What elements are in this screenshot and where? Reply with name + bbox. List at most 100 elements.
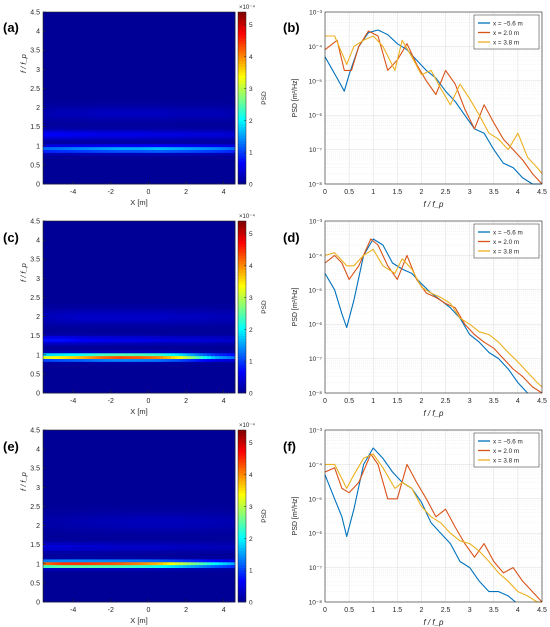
heatmap-cell (55, 72, 60, 76)
heatmap-cell (67, 52, 72, 56)
heatmap-cell (155, 100, 160, 105)
heatmap-cell (175, 109, 180, 113)
colorbar-step (238, 169, 246, 173)
heatmap-cell (99, 284, 104, 288)
heatmap-cell (131, 92, 136, 96)
heatmap-cell (183, 166, 188, 171)
heatmap-cell (75, 378, 80, 382)
heatmap-cell (139, 372, 144, 377)
heatmap-cell (111, 238, 116, 242)
heatmap-cell (151, 166, 156, 171)
heatmap-cell (59, 241, 64, 245)
heatmap-cell (135, 20, 140, 24)
heatmap-cell (139, 350, 144, 354)
heatmap-cell (159, 12, 164, 16)
heatmap-cell (127, 163, 132, 168)
heatmap-cell (67, 49, 72, 53)
heatmap-cell (223, 120, 228, 125)
heatmap-cell (43, 309, 48, 314)
heatmap-cell (191, 20, 196, 24)
heatmap-cell (95, 89, 100, 93)
y-tick-label: 0 (36, 182, 40, 189)
heatmap-cell (159, 286, 164, 291)
heatmap-cell (75, 118, 80, 122)
colorbar-tick-label: 5 (249, 22, 253, 29)
heatmap-cell (67, 172, 72, 176)
heatmap-cell (71, 169, 76, 173)
heatmap-cell (95, 126, 100, 130)
heatmap-cell (99, 161, 104, 165)
heatmap-cell (123, 126, 128, 130)
heatmap-cell (139, 12, 144, 16)
heatmap-cell (107, 381, 112, 385)
heatmap-cell (115, 80, 120, 85)
heatmap-cell (115, 315, 120, 319)
heatmap-cell (135, 103, 140, 107)
heatmap-cell (115, 235, 120, 239)
heatmap-cell (131, 181, 136, 185)
heatmap-cell (43, 75, 48, 79)
heatmap-cell (111, 141, 116, 145)
heatmap-cell (147, 89, 152, 93)
heatmap-cell (87, 364, 92, 368)
heatmap-cell (103, 318, 108, 322)
heatmap-cell (231, 178, 236, 182)
heatmap-cell (151, 275, 156, 279)
heatmap-cell (75, 298, 80, 302)
heatmap-cell (123, 23, 128, 27)
heatmap-cell (179, 57, 184, 62)
heatmap-cell (155, 295, 160, 299)
heatmap-cell (79, 223, 84, 228)
heatmap-cell (151, 338, 156, 342)
heatmap-cell (155, 40, 160, 44)
heatmap-cell (207, 69, 212, 73)
heatmap-cell (111, 315, 116, 319)
heatmap-cell (87, 327, 92, 331)
heatmap-cell (151, 112, 156, 116)
heatmap-cell (227, 92, 232, 96)
heatmap-cell (171, 69, 176, 73)
heatmap-cell (63, 115, 68, 119)
heatmap-cell (167, 23, 172, 27)
heatmap-cell (167, 32, 172, 36)
heatmap-cell (147, 309, 152, 314)
heatmap-cell (231, 143, 236, 148)
heatmap-cell (159, 40, 164, 44)
heatmap-cell (159, 378, 164, 382)
colorbar-step (238, 86, 246, 90)
heatmap-cell (227, 172, 232, 176)
heatmap-cell (55, 232, 60, 236)
heatmap-cell (183, 37, 188, 42)
heatmap-cell (143, 361, 148, 365)
heatmap-cell (71, 26, 76, 30)
heatmap-cell (123, 375, 128, 380)
heatmap-cell (135, 14, 140, 19)
heatmap-cell (219, 20, 224, 24)
heatmap-cell (83, 98, 88, 102)
heatmap-cell (155, 238, 160, 242)
heatmap-cell (151, 120, 156, 125)
heatmap-cell (43, 289, 48, 294)
heatmap-cell (43, 312, 48, 316)
heatmap-cell (55, 390, 60, 394)
heatmap-cell (43, 367, 48, 371)
heatmap-cell (75, 381, 80, 385)
heatmap-cell (215, 149, 220, 153)
heatmap-cell (63, 23, 68, 27)
heatmap-cell (123, 289, 128, 294)
heatmap-cell (87, 63, 92, 67)
heatmap-cell (87, 286, 92, 291)
heatmap-cell (151, 304, 156, 308)
heatmap-cell (227, 43, 232, 47)
heatmap-cell (83, 364, 88, 368)
heatmap-cell (215, 181, 220, 185)
heatmap-cell (43, 129, 48, 133)
heatmap-cell (135, 77, 140, 82)
heatmap-cell (203, 152, 208, 156)
heatmap-cell (47, 40, 52, 44)
heatmap-cell (51, 390, 56, 394)
heatmap-cell (103, 289, 108, 294)
heatmap-cell (83, 367, 88, 371)
heatmap-cell (63, 281, 68, 285)
heatmap-cell (95, 46, 100, 50)
